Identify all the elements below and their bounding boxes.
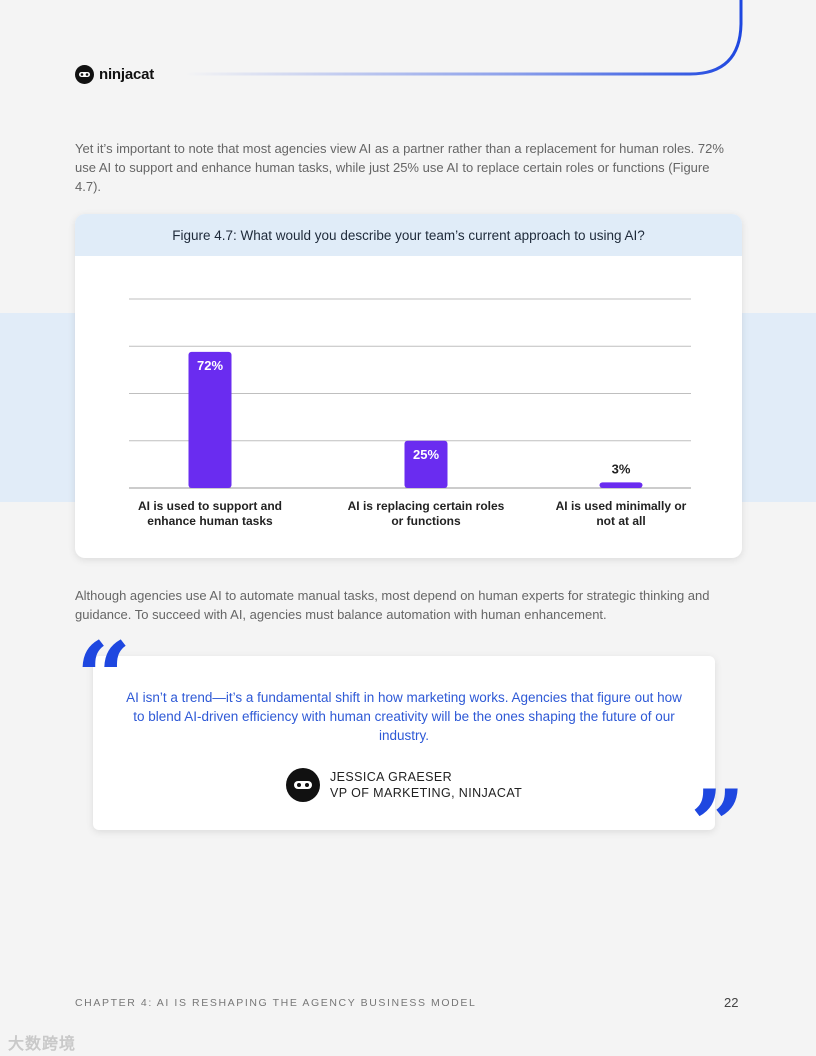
bar-1 <box>404 440 448 488</box>
bar-0 <box>188 351 232 488</box>
header-decoration <box>185 0 743 76</box>
figure-card: Figure 4.7: What would you describe your… <box>75 214 742 558</box>
intro-paragraph: Yet it’s important to note that most age… <box>75 141 724 194</box>
author-title: VP OF MARKETING, NINJACAT <box>330 786 523 800</box>
bar-value-label-2: 3% <box>612 461 631 476</box>
brand-name: ninjacat <box>99 65 155 83</box>
category-label-1: AI is replacing certain roles or function… <box>347 499 505 528</box>
author-name: JESSICA GRAESER <box>330 770 453 784</box>
bar-value-label-1: 25% <box>413 447 439 462</box>
brand-logo: ninjacat <box>75 63 154 85</box>
category-label-2: AI is used minimally or not at all <box>555 499 687 528</box>
watermark: 大数跨境 <box>8 1036 77 1053</box>
bar-value-label-0: 72% <box>197 358 223 373</box>
body-paragraph: Although agencies use AI to automate man… <box>75 588 710 622</box>
category-label-0: AI is used to support and enhance human t… <box>137 499 282 528</box>
open-quote-icon: “ <box>76 621 132 734</box>
footer-chapter: CHAPTER 4: AI IS RESHAPING THE AGENCY BU… <box>75 997 477 1009</box>
avatar <box>286 768 320 802</box>
figure-title: Figure 4.7: What would you describe your… <box>75 214 742 256</box>
page-number: 22 <box>724 995 739 1010</box>
quote-text: AI isn’t a trend—it’s a fundamental shif… <box>126 690 682 743</box>
bar-2 <box>599 482 643 488</box>
bar-chart: 72% 25% 3% <box>129 298 691 489</box>
ninjacat-logo-icon <box>75 64 94 84</box>
quote-author: JESSICA GRAESER VP OF MARKETING, NINJACA… <box>286 768 522 802</box>
close-quote-icon: ” <box>690 769 746 882</box>
quote-card: AI isn’t a trend—it’s a fundamental shif… <box>93 656 715 830</box>
